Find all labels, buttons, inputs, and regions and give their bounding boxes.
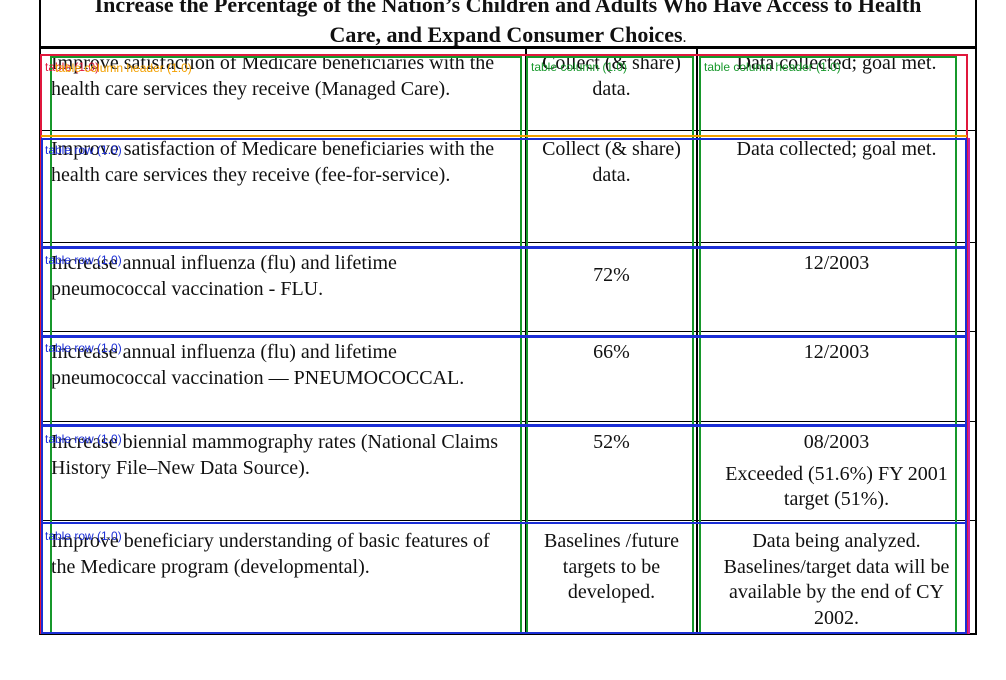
- result-text: 12/2003: [803, 252, 870, 274]
- goal-cell: Improve satisfaction of Medicare benefic…: [41, 131, 527, 242]
- goal-cell: Improve beneficiary understanding of bas…: [41, 521, 527, 633]
- row-annotation-label: table row (1.0): [45, 341, 122, 355]
- column-header-annotation-label: table column header (1.0): [55, 61, 192, 75]
- table-row: Increase annual influenza (flu) and life…: [41, 331, 975, 421]
- row-annotation-label: table row (1.0): [45, 432, 122, 446]
- target-cell: 52%: [527, 422, 698, 520]
- table-row: Improve beneficiary understanding of bas…: [41, 520, 975, 633]
- goal-cell: Increase biennial mammography rates (Nat…: [41, 422, 527, 520]
- target-cell: 72%: [527, 243, 698, 331]
- table-row: Increase biennial mammography rates (Nat…: [41, 421, 975, 520]
- table-heading: Increase the Percentage of the Nation’s …: [41, 0, 975, 48]
- result-text: Data collected; goal met.: [736, 138, 937, 160]
- result-text: 08/2003: [803, 431, 870, 453]
- goal-cell: Increase annual influenza (flu) and life…: [41, 243, 527, 331]
- table-row: Improve satisfaction of Medicare benefic…: [41, 130, 975, 242]
- result-text: 12/2003: [803, 341, 870, 363]
- heading-line-1: Increase the Percentage of the Nation’s …: [94, 0, 922, 17]
- result-note: Exceeded (51.6%) FY 2001 target (51%).: [725, 462, 948, 511]
- column-annotation-label: table column header (1.0): [704, 60, 841, 74]
- result-cell: Data collected; goal met.: [698, 131, 975, 242]
- result-text: Data being analyzed. Baselines/target da…: [723, 530, 950, 629]
- goal-cell: Increase annual influenza (flu) and life…: [41, 332, 527, 421]
- heading-line-2-text: Care, and Expand Consumer Choices: [329, 22, 683, 47]
- target-cell: 66%: [527, 332, 698, 421]
- table-annotation-label: table (1.0): [45, 60, 100, 74]
- table-row: Increase annual influenza (flu) and life…: [41, 242, 975, 331]
- document-table: Increase the Percentage of the Nation’s …: [39, 0, 977, 635]
- target-cell: Baselines /future targets to be develope…: [527, 521, 698, 633]
- heading-line-2-suffix: .: [682, 29, 687, 46]
- result-cell: 12/2003: [698, 332, 975, 421]
- row-annotation-label: table row (1.0): [45, 143, 122, 157]
- row-annotation-label: table row (1.0): [45, 253, 122, 267]
- target-cell: Collect (& share) data.: [527, 131, 698, 242]
- heading-line-2: Care, and Expand Consumer Choices.: [41, 20, 975, 47]
- result-cell: 12/2003: [698, 243, 975, 331]
- result-cell: 08/2003 Exceeded (51.6%) FY 2001 target …: [698, 422, 975, 520]
- row-annotation-label: table row (1.0): [45, 529, 122, 543]
- result-cell: Data being analyzed. Baselines/target da…: [698, 521, 975, 633]
- column-annotation-label: table column (1.0): [531, 60, 628, 74]
